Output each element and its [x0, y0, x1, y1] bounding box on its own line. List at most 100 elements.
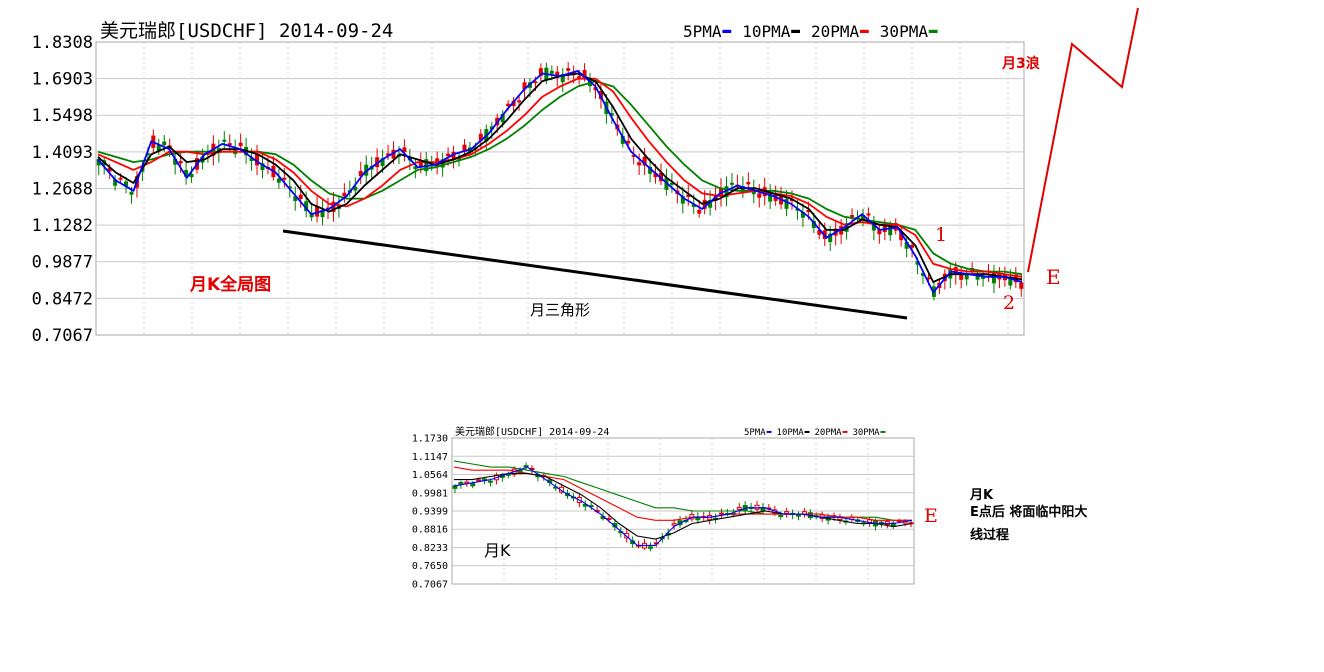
y-tick-label: 0.7650	[412, 561, 448, 572]
candle-body	[462, 144, 467, 151]
candle-body	[189, 173, 194, 178]
legend-swatch	[766, 430, 772, 433]
candle-body	[413, 166, 418, 170]
candle-body	[178, 161, 183, 164]
y-tick-label: 0.9877	[32, 253, 93, 273]
legend-label: 5PMA	[683, 22, 722, 41]
candle-body	[566, 68, 571, 71]
main-chart-title: 美元瑞郎[USDCHF] 2014-09-24	[100, 20, 393, 42]
candle-body	[754, 504, 760, 510]
main-legend: 5PMA 10PMA 20PMA 30PMA	[683, 22, 938, 41]
candle-body	[470, 482, 476, 487]
legend-swatch	[928, 29, 938, 33]
inset-point-e-label: E	[924, 505, 938, 527]
y-tick-label: 1.6903	[32, 70, 93, 90]
note-line-3: 线过程	[970, 527, 1009, 543]
y-tick-label: 1.1730	[412, 434, 448, 445]
candle-body	[796, 514, 801, 517]
wave-projection-line	[1027, 7, 1139, 273]
candle-body	[227, 143, 232, 146]
main-grid	[96, 42, 1024, 335]
point-1-label: 1	[935, 224, 947, 246]
candle-body	[647, 546, 653, 549]
candle-body	[282, 177, 287, 180]
candle-body	[981, 276, 986, 279]
main-ma-lines	[97, 70, 1023, 294]
candle-body	[964, 274, 969, 280]
wave3-label: 月3浪	[1001, 55, 1040, 72]
legend-label: 5PMA	[744, 428, 766, 438]
note-line-1: 月K	[969, 488, 994, 503]
point-e-label: E	[1046, 265, 1061, 289]
candle-body	[446, 153, 451, 157]
inset-chart: 1.1730 1.1147 1.0564 0.9981 0.9399 0.8816 0.82…	[412, 425, 938, 591]
candle-body	[637, 162, 642, 166]
legend-label: 10PMA	[742, 22, 791, 41]
note-line-2: E点后 将面临中阳大	[970, 504, 1087, 520]
series-line-5pma	[453, 466, 913, 546]
inset-legend: 5PMA 10PMA 20PMA 30PMA	[744, 428, 886, 438]
candle-body	[238, 142, 243, 147]
legend-swatch	[860, 29, 869, 33]
point-2-label: 2	[1003, 292, 1015, 314]
candle-body	[342, 192, 347, 197]
main-y-axis: 1.8308 1.6903 1.5498 1.4093 1.2688 1.1282 0.98…	[32, 33, 93, 346]
legend-label: 10PMA	[777, 428, 805, 438]
candle-body	[729, 182, 734, 185]
candle-body	[784, 511, 790, 514]
candle-body	[476, 479, 482, 482]
y-tick-label: 0.8472	[32, 289, 93, 309]
candle-body	[549, 70, 554, 74]
candle-body	[156, 144, 161, 151]
series-line-10pma	[454, 472, 913, 540]
candle-body	[488, 480, 493, 483]
candle-body	[910, 244, 915, 248]
candle-body	[358, 171, 363, 177]
candle-body	[757, 193, 762, 198]
y-tick-label: 1.8308	[32, 33, 93, 53]
candle-body	[533, 81, 538, 84]
candle-body	[768, 193, 773, 202]
triangle-label: 月三角形	[530, 301, 590, 319]
candle-body	[129, 191, 134, 195]
candle-body	[746, 181, 751, 185]
legend-label: 30PMA	[880, 22, 929, 41]
y-tick-label: 0.8233	[412, 543, 448, 554]
candle-body	[402, 147, 407, 153]
inset-ma-lines	[453, 460, 913, 546]
candle-body	[506, 103, 511, 107]
y-tick-label: 0.7067	[412, 580, 448, 591]
legend-label: 20PMA	[815, 428, 843, 438]
y-tick-label: 1.4093	[32, 143, 93, 163]
series-line-5pma	[97, 70, 1023, 294]
candle-body	[1019, 282, 1024, 289]
legend-swatch	[791, 29, 800, 33]
notes: 月K E点后 将面临中阳大 线过程	[969, 488, 1087, 543]
monthly-global-label: 月K全局图	[189, 274, 271, 295]
inset-grid	[452, 438, 914, 584]
candle-body	[784, 198, 789, 209]
y-tick-label: 1.2688	[32, 179, 93, 199]
candle-body	[778, 514, 784, 517]
candle-body	[118, 177, 123, 180]
inset-chart-title: 美元瑞郎[USDCHF] 2014-09-24	[455, 425, 609, 438]
inset-y-axis: 1.1730 1.1147 1.0564 0.9981 0.9399 0.8816 0.82…	[412, 434, 448, 591]
candle-body	[276, 178, 281, 183]
candle-body	[736, 507, 742, 510]
candle-body	[866, 213, 871, 216]
candle-body	[162, 141, 167, 146]
candle-body	[671, 523, 677, 526]
y-tick-label: 1.1282	[32, 216, 93, 236]
legend-label: 30PMA	[852, 428, 880, 438]
triangle-line	[282, 229, 908, 320]
candle-body	[523, 465, 529, 468]
y-tick-label: 0.9399	[412, 506, 448, 517]
y-tick-label: 1.5498	[32, 106, 93, 126]
y-tick-label: 1.1147	[412, 452, 448, 463]
candle-body	[353, 186, 358, 191]
candle-body	[850, 215, 855, 218]
candle-body	[626, 140, 631, 144]
candle-body	[719, 512, 724, 515]
candle-body	[298, 194, 303, 200]
